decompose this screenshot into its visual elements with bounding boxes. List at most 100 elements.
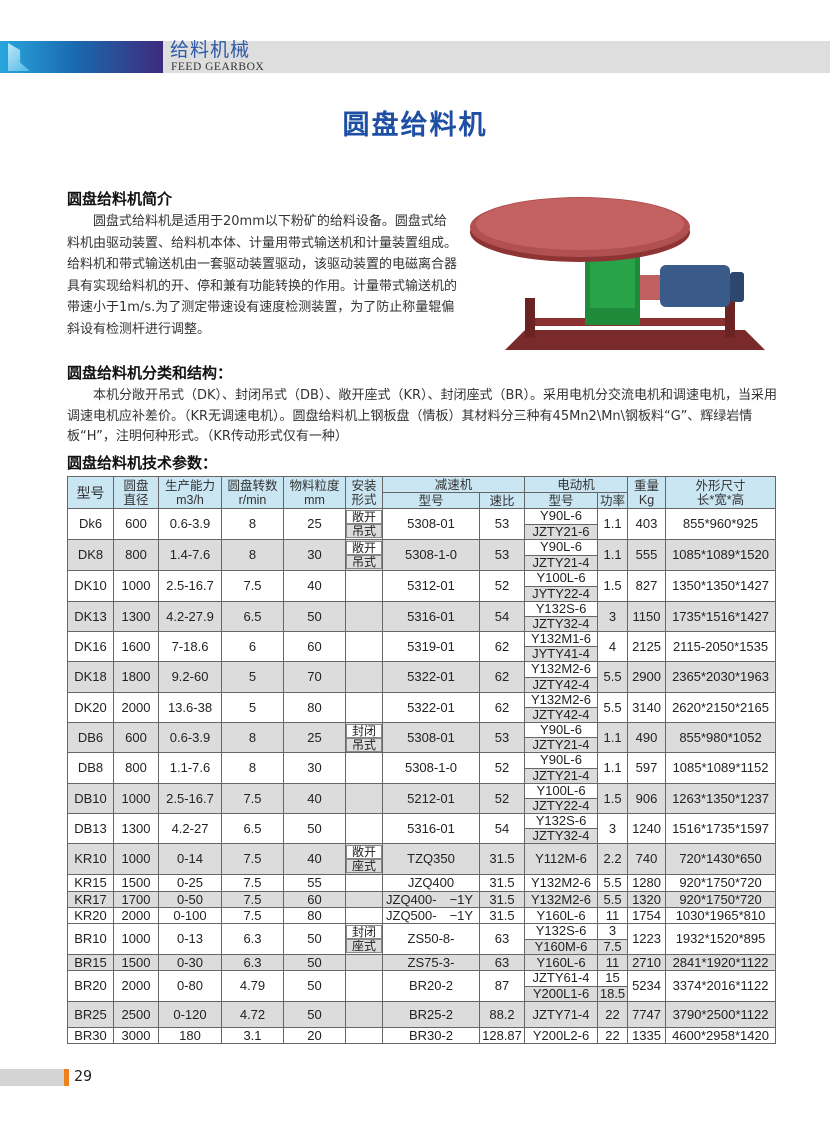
table-row: BR25 2500 0-120 4.72 50 BR25-2 88.2 JZTY71-4 22 7… — [67, 1001, 777, 1028]
cell-motor-model: Y90L-6 JZTY21-4 — [524, 752, 599, 784]
cell-reducer-model: BR30-2 — [382, 1027, 480, 1044]
cell-speed: 5 — [221, 692, 284, 723]
structure-text-body: 本机分敞开吊式（DK）、封闭吊式（DB）、敞开座式（KR）、封闭座式（BR）。采… — [67, 388, 777, 444]
cell-speed: 7.5 — [221, 783, 284, 814]
cell-capacity: 0-30 — [158, 954, 222, 971]
cell-motor-model: Y90L-6 JZTY21-6 — [524, 508, 599, 540]
cell-speed: 7.5 — [221, 843, 284, 875]
cell-ratio: 128.87 — [478, 1027, 526, 1044]
cell-dims: 2841*1920*1122 — [665, 954, 777, 971]
mount-label: 封闭 — [346, 723, 382, 738]
motor-model: Y90L-6 — [525, 509, 597, 525]
cell-model: DK13 — [67, 601, 114, 632]
motor-power: 1.1 — [603, 516, 622, 531]
cell-reducer-model: 5322-01 — [382, 692, 480, 723]
motor-model: Y160L-6 — [536, 907, 586, 923]
cell-model: DK16 — [67, 631, 114, 662]
structure-heading: 圆盘给料机分类和结构： — [67, 364, 233, 382]
cell-motor-model: Y112M-6 — [524, 843, 599, 875]
mount-label: 吊式 — [346, 555, 382, 569]
cell-speed: 6.5 — [221, 813, 284, 844]
cell-diameter: 1000 — [113, 923, 159, 955]
cell-capacity: 4.2-27.9 — [158, 601, 222, 632]
cell-size: 50 — [283, 601, 346, 632]
col-motor: 电动机 — [524, 476, 629, 493]
cell-reducer-model: 5308-01 — [382, 508, 480, 540]
motor-model: JZTY61-4 — [525, 971, 597, 987]
cell-model: DB10 — [67, 783, 114, 814]
cell-reducer-model: JZQ400- −1Y — [382, 891, 480, 908]
cell-diameter: 1000 — [113, 843, 159, 875]
cell-ratio: 31.5 — [478, 891, 526, 908]
cell-power: 5.5 — [597, 661, 629, 693]
motor-model: Y90L-6 — [525, 753, 597, 769]
col-power: 功率 — [597, 492, 629, 509]
mount-label: 吊式 — [346, 524, 382, 538]
cell-dims: 1735*1516*1427 — [665, 601, 777, 632]
category-title: 给料机械 — [170, 39, 251, 61]
cell-mount — [345, 907, 383, 924]
table-row: DB6 600 0.6-3.9 8 25 封闭 吊式 5308-01 53 Y90L-6 JZTY2… — [67, 722, 777, 753]
cell-weight: 3140 — [627, 692, 667, 723]
page-number: 29 — [74, 1067, 93, 1085]
cell-size: 40 — [283, 783, 346, 814]
cell-speed: 7.5 — [221, 570, 284, 602]
col-capacity-label: 生产能力 — [164, 478, 215, 493]
cell-model: KR17 — [67, 891, 114, 908]
cell-power: 11 — [597, 907, 629, 924]
cell-power: 1.1 — [597, 722, 629, 753]
cell-dims: 1932*1520*895 — [665, 923, 777, 955]
cell-weight: 1240 — [627, 813, 667, 844]
motor-power: 15 — [598, 971, 627, 987]
col-mount-label: 安装形式 — [351, 478, 377, 507]
cell-power: 2.2 — [597, 843, 629, 875]
motor-power: 3 — [598, 924, 627, 940]
cell-power: 1.5 — [597, 783, 629, 814]
cell-power: 1.5 — [597, 570, 629, 602]
motor-model: Y200L1-6 — [525, 986, 597, 1001]
cell-reducer-model: 5308-1-0 — [382, 539, 480, 571]
cell-diameter: 800 — [113, 752, 159, 784]
cell-model: BR10 — [67, 923, 114, 955]
cell-reducer-model: JZQ500- −1Y — [382, 907, 480, 924]
motor-power: 2.2 — [603, 851, 622, 866]
cell-mount — [345, 601, 383, 632]
cell-motor-model: Y132M2-6 — [524, 874, 599, 892]
col-dims-label: 外形尺寸 — [695, 478, 746, 493]
cell-model: BR30 — [67, 1027, 114, 1044]
cell-motor-model: Y160L-6 — [524, 907, 599, 924]
cell-speed: 6.3 — [221, 923, 284, 955]
mount-label: 封闭 — [346, 925, 382, 939]
col-dims-unit: 长*宽*高 — [696, 492, 745, 507]
cell-size: 50 — [283, 954, 346, 971]
cell-model: DB13 — [67, 813, 114, 844]
motor-model: JZTY21-6 — [525, 524, 597, 539]
cell-model: KR20 — [67, 907, 114, 924]
cell-size: 70 — [283, 661, 346, 693]
disc-feeder-photo — [470, 197, 765, 350]
motor-model: JZTY21-4 — [525, 768, 597, 783]
col-reducer: 减速机 — [381, 476, 526, 493]
cell-weight: 2710 — [627, 954, 667, 971]
motor-model: JYTY41-4 — [525, 647, 597, 661]
table-row: BR20 2000 0-80 4.79 50 BR20-2 87 JZTY61-4 Y200L1… — [67, 970, 777, 1002]
motor-model: Y90L-6 — [525, 540, 597, 556]
table-row: DB10 1000 2.5-16.7 7.5 40 5212-01 52 Y100L-6 JZT… — [67, 783, 777, 814]
cell-size: 50 — [283, 1001, 346, 1028]
col-size: 物料粒度 mm — [283, 476, 346, 509]
cell-mount — [345, 783, 383, 814]
cell-power: 5.5 — [597, 874, 629, 892]
cell-motor-model: Y160L-6 — [524, 954, 599, 971]
cell-weight: 490 — [627, 722, 667, 753]
cell-ratio: 52 — [478, 783, 526, 814]
motor-power: 5.5 — [603, 669, 622, 684]
cell-ratio: 54 — [478, 601, 526, 632]
cell-reducer-model: 5312-01 — [382, 570, 480, 602]
cell-diameter: 1500 — [113, 874, 159, 892]
cell-diameter: 2000 — [113, 907, 159, 924]
cell-motor-model: Y90L-6 JZTY21-4 — [524, 539, 599, 571]
mount-label: 敞开 — [346, 845, 382, 859]
cell-mount — [345, 570, 383, 602]
intro-text: 圆盘式给料机是适用于20mm以下粉矿的给料设备。圆盘式给料机由驱动装置、给料机本… — [67, 211, 457, 340]
motor-model: Y132M2-6 — [531, 891, 591, 907]
